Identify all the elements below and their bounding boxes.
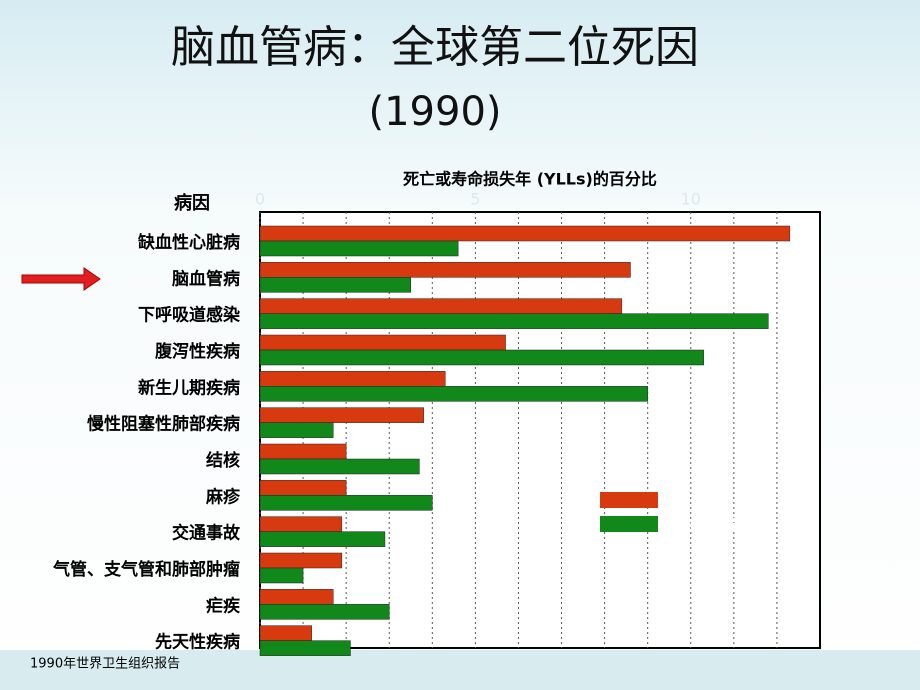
bar: [259, 495, 433, 511]
y-tick-label: 麻疹: [205, 486, 241, 507]
bar: [259, 625, 312, 641]
legend-swatch: [600, 516, 658, 532]
y-tick-label: 腹泻性疾病: [155, 341, 240, 362]
y-tick-label: 脑血管病: [172, 268, 240, 289]
bar: [259, 313, 769, 329]
legend-swatch: [600, 492, 658, 508]
bar: [259, 262, 631, 278]
y-tick-label: 交通事故: [172, 523, 241, 544]
bar: [259, 407, 424, 423]
y-tick-label: 气管、支气管和肺部肿瘤: [52, 559, 240, 580]
bar: [259, 589, 334, 605]
y-tick-label: 先天性疾病: [155, 632, 240, 653]
slide-subtitle: (1990): [368, 89, 501, 135]
bar: [259, 386, 648, 402]
x-tick-label: 0: [255, 190, 265, 209]
x-tick-label: 5: [470, 190, 480, 209]
bar: [259, 349, 704, 366]
highlight-arrow: [21, 267, 101, 291]
x-axis-label: 死亡或寿命损失年 (YLLs)的百分比: [403, 170, 657, 189]
bar: [259, 604, 390, 620]
plot-area: [259, 211, 821, 649]
bar: [259, 298, 623, 314]
bar: [259, 516, 343, 532]
bar: [259, 640, 351, 656]
bar: [259, 567, 304, 584]
slide-title: 脑血管病：全球第二位死因: [171, 22, 699, 73]
bar: [259, 334, 506, 351]
y-tick-label: 下呼吸道感染: [138, 305, 240, 326]
y-tick-label: 慢性阻塞性肺部疾病: [87, 414, 240, 435]
bar: [259, 422, 334, 438]
x-tick-label: 10: [681, 190, 701, 209]
legend-label: 死亡: [672, 490, 706, 511]
bar: [259, 277, 412, 293]
y-tick-label: 新生儿期疾病: [138, 377, 240, 398]
y-tick-label: 缺血性心脏病: [138, 232, 240, 253]
bar: [259, 371, 446, 387]
y-tick-label: 结核: [206, 450, 240, 471]
y-axis-label: 病因: [174, 192, 210, 214]
bar: [259, 443, 347, 460]
footer-band: [0, 650, 920, 690]
y-tick-label: 疟疾: [206, 595, 240, 616]
bar: [259, 225, 791, 242]
legend-label: 寿命损失年: [672, 514, 757, 535]
bar: [259, 552, 343, 569]
bar: [259, 240, 459, 257]
bar: [259, 480, 347, 496]
source-note: 1990年世界卫生组织报告: [30, 657, 180, 672]
bar: [259, 458, 420, 475]
bar: [259, 531, 386, 547]
